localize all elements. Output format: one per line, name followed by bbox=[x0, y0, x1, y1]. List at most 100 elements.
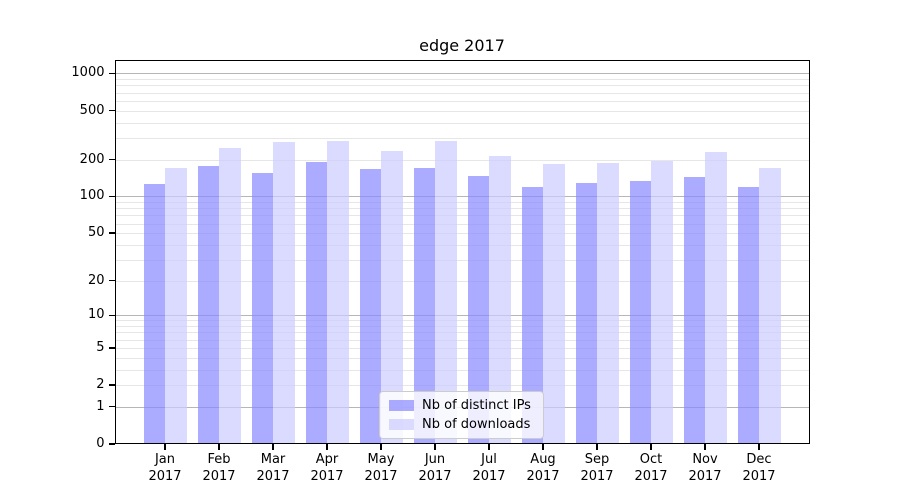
y-tick-5 bbox=[109, 347, 115, 349]
x-tick-dec-2017 bbox=[758, 444, 760, 450]
gridline-major-100 bbox=[114, 196, 810, 198]
gridline-minor-70 bbox=[114, 215, 810, 217]
y-tick-label-100: 100 bbox=[79, 188, 105, 204]
bar-downloads-jul-2017 bbox=[489, 155, 511, 444]
x-tick-oct-2017 bbox=[650, 444, 652, 450]
gridline-minor-40 bbox=[114, 244, 810, 246]
x-tick-jul-2017 bbox=[488, 444, 490, 450]
bar-downloads-aug-2017 bbox=[543, 163, 565, 444]
gridline-minor-30 bbox=[114, 259, 810, 261]
gridline-minor-800 bbox=[114, 85, 810, 87]
x-tick-label-aug-2017: Aug 2017 bbox=[526, 452, 560, 484]
x-tick-label-may-2017: May 2017 bbox=[364, 452, 398, 484]
x-tick-label-nov-2017: Nov 2017 bbox=[688, 452, 722, 484]
x-tick-apr-2017 bbox=[326, 444, 328, 450]
gridline-minor-4 bbox=[114, 357, 810, 359]
x-tick-label-jan-2017: Jan 2017 bbox=[148, 452, 182, 484]
gridline-minor-9 bbox=[114, 320, 810, 322]
legend-label-distinct-ips: Nb of distinct IPs bbox=[422, 398, 531, 413]
y-tick-label-0: 0 bbox=[96, 436, 105, 451]
gridline-minor-5 bbox=[114, 347, 810, 349]
x-tick-label-sep-2017: Sep 2017 bbox=[580, 452, 614, 484]
legend-item-downloads: Nb of downloads bbox=[389, 417, 534, 432]
gridline-minor-2 bbox=[114, 385, 810, 387]
bar-distinct-ips-may-2017 bbox=[359, 169, 381, 444]
bar-distinct-ips-oct-2017 bbox=[629, 180, 651, 444]
bar-downloads-dec-2017 bbox=[759, 167, 781, 444]
x-tick-label-jul-2017: Jul 2017 bbox=[472, 452, 506, 484]
legend: Nb of distinct IPs Nb of downloads bbox=[379, 391, 544, 439]
bar-downloads-mar-2017 bbox=[273, 142, 295, 444]
gridline-minor-50 bbox=[114, 233, 810, 235]
x-tick-jan-2017 bbox=[164, 444, 166, 450]
gridline-major-1000 bbox=[114, 73, 810, 75]
gridline-minor-6 bbox=[114, 339, 810, 341]
y-tick-label-50: 50 bbox=[87, 225, 105, 241]
bar-distinct-ips-dec-2017 bbox=[737, 187, 759, 444]
bar-distinct-ips-aug-2017 bbox=[521, 187, 543, 444]
gridline-minor-900 bbox=[114, 79, 810, 81]
y-tick-label-1000: 1000 bbox=[71, 65, 105, 81]
y-tick-label-5: 5 bbox=[96, 339, 105, 355]
y-tick-1 bbox=[109, 406, 115, 408]
x-tick-nov-2017 bbox=[704, 444, 706, 450]
x-tick-aug-2017 bbox=[542, 444, 544, 450]
x-tick-label-feb-2017: Feb 2017 bbox=[202, 452, 236, 484]
bar-distinct-ips-jun-2017 bbox=[413, 168, 435, 444]
x-tick-may-2017 bbox=[380, 444, 382, 450]
bar-distinct-ips-mar-2017 bbox=[251, 172, 273, 444]
x-tick-feb-2017 bbox=[218, 444, 220, 450]
x-tick-sep-2017 bbox=[596, 444, 598, 450]
bar-downloads-may-2017 bbox=[381, 150, 403, 444]
legend-item-distinct-ips: Nb of distinct IPs bbox=[389, 398, 534, 413]
gridline-minor-90 bbox=[114, 202, 810, 204]
y-tick-label-200: 200 bbox=[79, 151, 105, 167]
x-tick-mar-2017 bbox=[272, 444, 274, 450]
y-tick-label-2: 2 bbox=[96, 377, 105, 393]
y-tick-200 bbox=[109, 158, 115, 161]
x-tick-jun-2017 bbox=[434, 444, 436, 450]
gridline-minor-7 bbox=[114, 332, 810, 334]
x-tick-label-mar-2017: Mar 2017 bbox=[256, 452, 290, 484]
legend-swatch-distinct-ips bbox=[389, 400, 414, 411]
bar-downloads-feb-2017 bbox=[219, 148, 241, 444]
gridline-minor-80 bbox=[114, 208, 810, 210]
gridline-minor-3 bbox=[114, 369, 810, 371]
chart-title: edge 2017 bbox=[419, 36, 505, 55]
y-tick-500 bbox=[109, 109, 115, 112]
bar-downloads-jan-2017 bbox=[165, 168, 187, 444]
bar-distinct-ips-nov-2017 bbox=[683, 176, 705, 444]
gridline-minor-500 bbox=[114, 110, 810, 112]
bar-distinct-ips-feb-2017 bbox=[197, 166, 219, 444]
bar-downloads-apr-2017 bbox=[327, 141, 349, 444]
bar-downloads-nov-2017 bbox=[705, 151, 727, 444]
y-tick-10 bbox=[109, 314, 115, 317]
gridline-minor-60 bbox=[114, 223, 810, 225]
y-tick-0 bbox=[109, 443, 115, 445]
bar-distinct-ips-sep-2017 bbox=[575, 183, 597, 444]
y-tick-100 bbox=[109, 195, 115, 198]
x-tick-label-apr-2017: Apr 2017 bbox=[310, 452, 344, 484]
bar-downloads-sep-2017 bbox=[597, 162, 619, 444]
gridline-minor-200 bbox=[114, 159, 810, 161]
legend-swatch-downloads bbox=[389, 419, 414, 430]
y-tick-label-10: 10 bbox=[87, 307, 105, 323]
y-tick-1000 bbox=[109, 72, 115, 75]
legend-label-downloads: Nb of downloads bbox=[422, 417, 531, 432]
bar-distinct-ips-jan-2017 bbox=[143, 184, 165, 444]
y-tick-50 bbox=[109, 232, 115, 234]
y-tick-label-1: 1 bbox=[96, 398, 105, 414]
bar-downloads-oct-2017 bbox=[651, 161, 673, 444]
x-tick-label-oct-2017: Oct 2017 bbox=[634, 452, 668, 484]
gridline-minor-600 bbox=[114, 100, 810, 102]
y-tick-label-20: 20 bbox=[87, 272, 105, 288]
bar-distinct-ips-apr-2017 bbox=[305, 162, 327, 444]
bar-distinct-ips-jul-2017 bbox=[467, 176, 489, 444]
gridline-minor-8 bbox=[114, 326, 810, 328]
gridline-major-10 bbox=[114, 315, 810, 317]
gridline-minor-300 bbox=[114, 137, 810, 139]
y-tick-20 bbox=[109, 280, 115, 282]
gridline-minor-20 bbox=[114, 280, 810, 282]
y-tick-label-500: 500 bbox=[79, 102, 105, 118]
